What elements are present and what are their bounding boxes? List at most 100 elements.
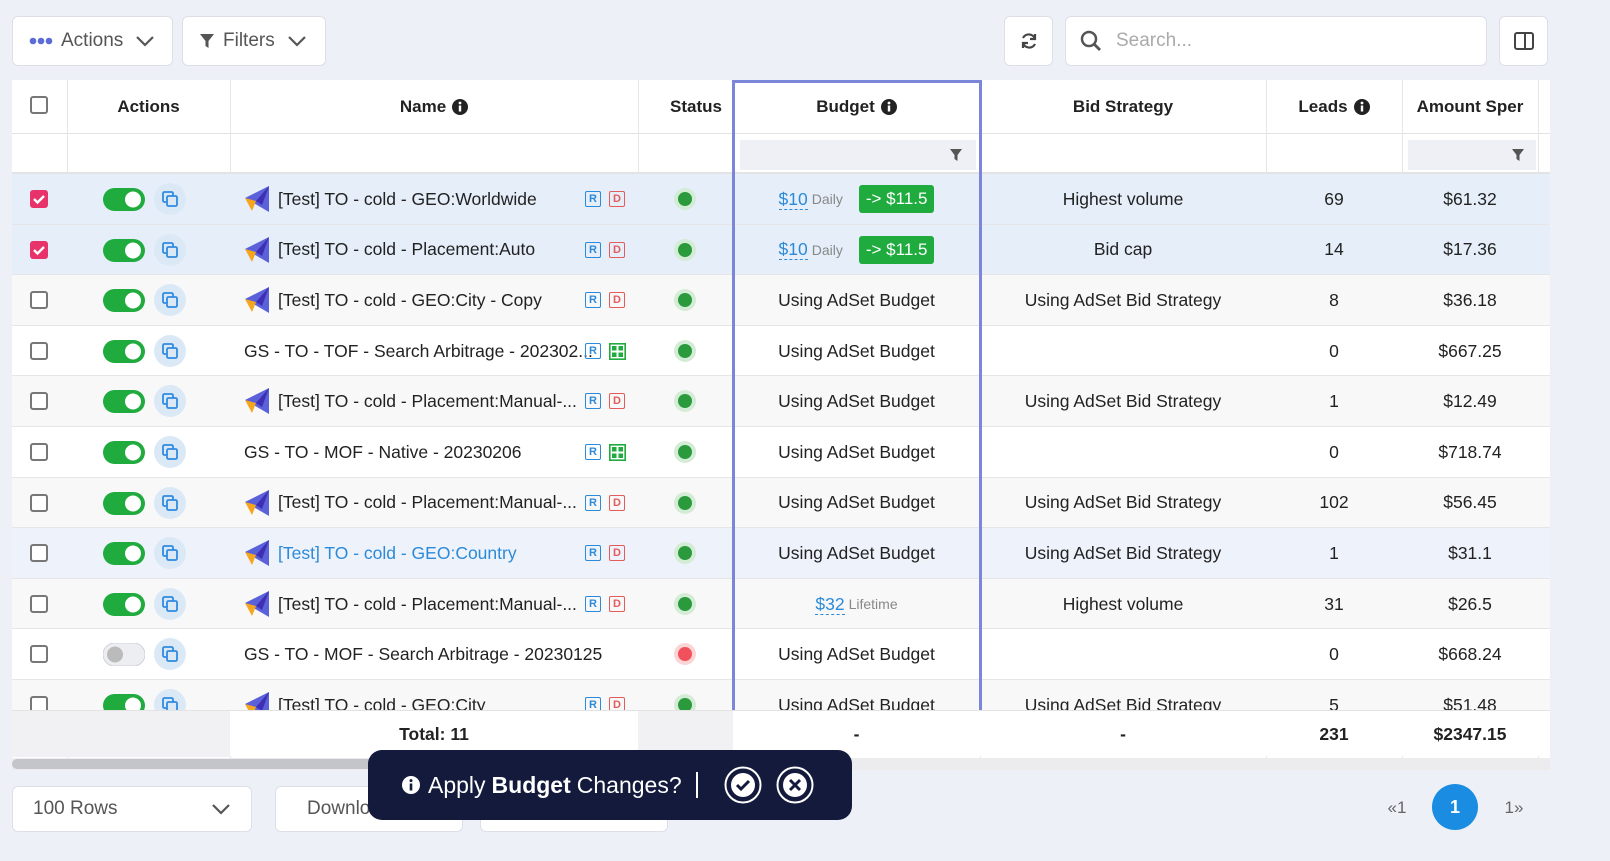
status-toggle[interactable] [103, 441, 145, 469]
header-text: Amount Sper [1416, 97, 1524, 116]
table-row[interactable]: GS - TO - TOF - Search Arbitrage - 20230… [12, 325, 1550, 377]
status-toggle[interactable] [103, 542, 145, 570]
row-name[interactable]: [Test] TO - cold - GEO:Worldwide [278, 188, 537, 209]
row-name[interactable]: [Test] TO - cold - Placement:Auto [278, 239, 536, 260]
label: Filters [223, 30, 275, 51]
row-checkbox[interactable] [30, 341, 48, 360]
row-checkbox[interactable] [30, 544, 48, 563]
column-header[interactable]: Name [230, 80, 638, 134]
popup-prefix: Apply [428, 771, 486, 798]
table-row[interactable]: [Test] TO - cold - Placement:Manual-... R… [12, 578, 1550, 630]
column-header[interactable]: Budget [733, 80, 980, 134]
column-header[interactable]: Leads [1266, 80, 1402, 134]
row-name[interactable]: [Test] TO - cold - GEO:City - Copy [278, 289, 542, 310]
duplicate-button[interactable] [154, 587, 186, 625]
row-checkbox[interactable] [30, 240, 48, 259]
badge: D [609, 241, 625, 258]
row-name[interactable]: GS - TO - TOF - Search Arbitrage - 20230… [244, 340, 593, 361]
status-toggle[interactable] [103, 188, 145, 216]
amount-filter [1408, 140, 1536, 170]
badge: D [609, 494, 625, 511]
page-prev[interactable]: «1 [1387, 798, 1407, 817]
amount-spent: $718.74 [1438, 441, 1502, 462]
duplicate-button[interactable] [154, 183, 186, 220]
status-toggle[interactable] [103, 339, 145, 368]
column-header[interactable]: Amount Sper [1402, 80, 1538, 134]
row-name[interactable]: [Test] TO - cold - Placement:Manual-... [278, 593, 577, 614]
filters-button[interactable]: Filters [182, 16, 326, 66]
status-toggle[interactable] [103, 289, 145, 317]
duplicate-button[interactable] [154, 284, 186, 321]
row-checkbox[interactable] [30, 443, 48, 461]
table-row[interactable]: [Test] TO - cold - GEO:City R D Using AdSet… [12, 680, 1550, 710]
column-header[interactable]: Status [638, 80, 733, 134]
filter-icon [1512, 148, 1524, 166]
info-icon [880, 99, 897, 115]
row-name[interactable]: [Test] TO - cold - Placement:Manual-... [278, 492, 577, 513]
table-row[interactable]: GS - TO - MOF - Search Arbitrage - 20230… [12, 629, 1550, 680]
total-row: Total: 11 - - 231 $2347.15 [12, 710, 1550, 757]
sheet-icon [609, 444, 626, 466]
duplicate-button[interactable] [154, 689, 186, 710]
row-name[interactable]: [Test] TO - cold - GEO:City [278, 694, 486, 710]
confirm-button[interactable] [724, 766, 762, 804]
table-row[interactable]: GS - TO - MOF - Native - 20230206 R Using … [12, 427, 1550, 478]
row-checkbox[interactable] [30, 594, 48, 613]
status-toggle[interactable] [103, 491, 145, 520]
popup-suffix: Changes? [576, 771, 682, 798]
status-toggle[interactable] [103, 390, 145, 418]
budget-cell: $10 Daily -> $11.5 [733, 225, 980, 276]
duplicate-button[interactable] [154, 436, 186, 473]
columns-button[interactable] [1499, 16, 1548, 66]
status-toggle[interactable] [103, 238, 145, 267]
duplicate-button[interactable] [154, 638, 186, 675]
row-name[interactable]: [Test] TO - cold - Placement:Manual-... [278, 391, 577, 412]
duplicate-button[interactable] [154, 334, 186, 372]
table-row[interactable]: [Test] TO - cold - GEO:Country R D Using Ad… [12, 528, 1550, 579]
row-checkbox[interactable] [30, 291, 48, 310]
table-row[interactable]: [Test] TO - cold - Placement:Auto R D $10 Da… [12, 224, 1550, 276]
status-toggle[interactable] [103, 592, 145, 621]
cancel-button[interactable] [776, 766, 814, 804]
amount-spent: $56.45 [1443, 492, 1497, 513]
row-checkbox[interactable] [30, 696, 48, 710]
duplicate-button[interactable] [154, 385, 186, 422]
status-toggle[interactable] [103, 694, 145, 710]
amount-spent: $12.49 [1443, 391, 1497, 412]
duplicate-button[interactable] [154, 537, 186, 574]
row-checkbox[interactable] [30, 645, 48, 664]
table-row[interactable]: [Test] TO - cold - Placement:Manual-... R… [12, 376, 1550, 427]
select-all[interactable] [30, 96, 48, 114]
column-header[interactable]: Actions [67, 80, 230, 134]
table-row[interactable]: [Test] TO - cold - Placement:Manual-... R… [12, 477, 1550, 529]
duplicate-button[interactable] [154, 486, 186, 524]
badge: R [585, 241, 601, 258]
status-dot [673, 642, 697, 671]
row-checkbox[interactable] [30, 392, 48, 411]
row-name[interactable]: GS - TO - MOF - Native - 20230206 [244, 441, 522, 462]
search-box[interactable]: Search... [1065, 16, 1487, 66]
badge: R [585, 494, 601, 511]
label: Downlo [307, 798, 371, 819]
column-header[interactable]: Bid Strategy [980, 80, 1266, 134]
scrollbar-thumb[interactable] [12, 759, 442, 769]
page-current[interactable]: 1 [1432, 784, 1478, 830]
rows-select[interactable]: 100 Rows [12, 786, 252, 832]
budget-cell: Using AdSet Budget [778, 542, 935, 563]
row-checkbox[interactable] [30, 493, 48, 512]
badge: R [585, 342, 601, 359]
status-toggle[interactable] [102, 642, 146, 671]
row-name[interactable]: GS - TO - MOF - Search Arbitrage - 20230… [244, 644, 603, 665]
status-dot [673, 238, 697, 267]
row-name[interactable]: [Test] TO - cold - GEO:Country [278, 542, 517, 563]
row-checkbox[interactable] [30, 190, 48, 208]
duplicate-button[interactable] [154, 233, 186, 271]
platform-logo [243, 236, 271, 269]
actions-button[interactable]: Actions [12, 16, 173, 66]
refresh-button[interactable] [1004, 16, 1053, 66]
table-row[interactable]: [Test] TO - cold - GEO:City - Copy R D Usin… [12, 275, 1550, 326]
budget-cell: $32 Lifetime [733, 579, 980, 630]
page-next[interactable]: 1» [1504, 798, 1524, 817]
leads: 0 [1329, 644, 1339, 665]
table-row[interactable]: [Test] TO - cold - GEO:Worldwide R D $10 Dai… [12, 174, 1550, 225]
